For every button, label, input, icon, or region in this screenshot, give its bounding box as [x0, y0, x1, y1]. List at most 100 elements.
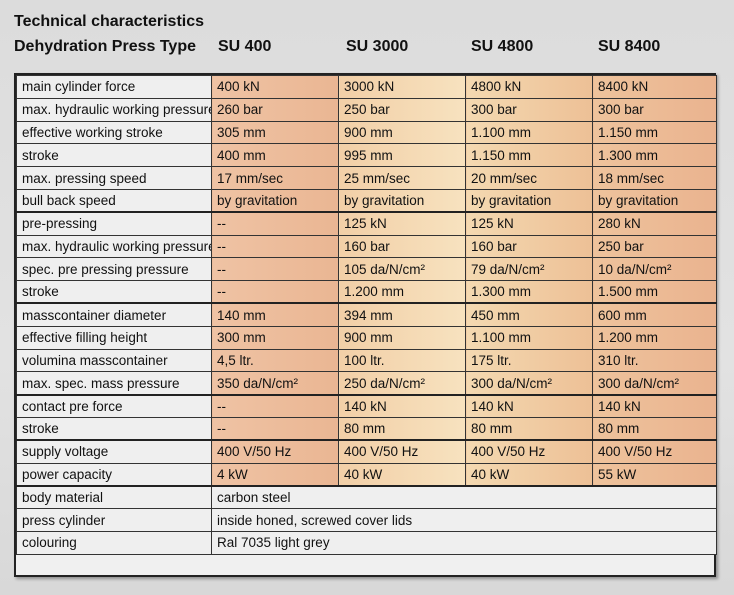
cell-value: --	[211, 211, 339, 236]
row-label: stroke	[16, 280, 212, 304]
table-row: stroke -- 80 mm 80 mm 80 mm	[16, 416, 717, 441]
cell-value: 250 da/N/cm²	[338, 371, 466, 396]
row-label: stroke	[16, 143, 212, 168]
row-label: stroke	[16, 416, 212, 441]
cell-value: 1.300 mm	[592, 143, 717, 168]
table-row: body material carbon steel	[16, 484, 717, 510]
row-label: spec. pre pressing pressure	[16, 257, 212, 282]
cell-value: 1.100 mm	[465, 325, 593, 350]
cell-value: 4800 kN	[465, 75, 593, 99]
cell-value: 140 kN	[465, 393, 593, 418]
cell-value: 400 V/50 Hz	[338, 439, 466, 464]
cell-value: 450 mm	[465, 302, 593, 327]
cell-value: 79 da/N/cm²	[465, 257, 593, 282]
row-label: max. hydraulic working pressure	[16, 97, 212, 122]
cell-value: 4 kW	[211, 462, 339, 487]
row-value: inside honed, screwed cover lids	[211, 508, 717, 532]
cell-value: 140 kN	[592, 393, 717, 418]
cell-value: 140 kN	[338, 393, 466, 418]
column-header-su8400: SU 8400	[598, 38, 661, 55]
table-row: max. spec. mass pressure 350 da/N/cm² 250 …	[16, 371, 717, 396]
row-label: max. hydraulic working pressure	[16, 234, 212, 259]
cell-value: 140 mm	[211, 302, 339, 327]
row-label: bull back speed	[16, 188, 212, 213]
row-label: pre-pressing	[16, 211, 212, 236]
cell-value: 80 mm	[592, 416, 717, 441]
row-label: max. pressing speed	[16, 166, 212, 190]
table-row: main cylinder force 400 kN 3000 kN 4800 kN 8…	[16, 75, 717, 99]
cell-value: 600 mm	[592, 302, 717, 327]
cell-value: by gravitation	[592, 188, 717, 213]
cell-value: 105 da/N/cm²	[338, 257, 466, 282]
cell-value: 400 mm	[211, 143, 339, 168]
table-row: bull back speed by gravitation by gravitat…	[16, 188, 717, 213]
document-title: Technical characteristics	[14, 13, 205, 30]
cell-value: 1.200 mm	[338, 280, 466, 304]
table-row: stroke 400 mm 995 mm 1.150 mm 1.300 mm	[16, 143, 717, 168]
spec-grid: main cylinder force 400 kN 3000 kN 4800 kN 8…	[16, 75, 717, 555]
cell-value: 300 da/N/cm²	[465, 371, 593, 396]
cell-value: 100 ltr.	[338, 348, 466, 373]
cell-value: 20 mm/sec	[465, 166, 593, 190]
cell-value: 900 mm	[338, 120, 466, 145]
row-value: Ral 7035 light grey	[211, 530, 717, 555]
row-label: contact pre force	[16, 393, 212, 418]
cell-value: 80 mm	[465, 416, 593, 441]
row-value: carbon steel	[211, 484, 717, 510]
cell-value: 350 da/N/cm²	[211, 371, 339, 396]
cell-value: 1.200 mm	[592, 325, 717, 350]
cell-value: by gravitation	[465, 188, 593, 213]
cell-value: 40 kW	[465, 462, 593, 487]
cell-value: 17 mm/sec	[211, 166, 339, 190]
row-label: press cylinder	[16, 508, 212, 532]
table-row: stroke -- 1.200 mm 1.300 mm 1.500 mm	[16, 280, 717, 304]
cell-value: 8400 kN	[592, 75, 717, 99]
cell-value: 280 kN	[592, 211, 717, 236]
table-row: colouring Ral 7035 light grey	[16, 530, 717, 555]
cell-value: 80 mm	[338, 416, 466, 441]
cell-value: 900 mm	[338, 325, 466, 350]
cell-value: 125 kN	[338, 211, 466, 236]
row-label: main cylinder force	[16, 75, 212, 99]
cell-value: 300 bar	[465, 97, 593, 122]
table-row: max. hydraulic working pressure 260 bar 25…	[16, 97, 717, 122]
table-row: masscontainer diameter 140 mm 394 mm 450 mm…	[16, 302, 717, 327]
cell-value: --	[211, 280, 339, 304]
column-header-su4800: SU 4800	[471, 38, 534, 55]
document-subtitle: Dehydration Press Type	[14, 38, 196, 55]
cell-value: 25 mm/sec	[338, 166, 466, 190]
cell-value: 175 ltr.	[465, 348, 593, 373]
cell-value: 1.300 mm	[465, 280, 593, 304]
row-label: masscontainer diameter	[16, 302, 212, 327]
spec-table: main cylinder force 400 kN 3000 kN 4800 kN 8…	[14, 73, 717, 577]
row-label: supply voltage	[16, 439, 212, 464]
cell-value: --	[211, 234, 339, 259]
cell-value: 125 kN	[465, 211, 593, 236]
cell-value: 310 ltr.	[592, 348, 717, 373]
cell-value: 18 mm/sec	[592, 166, 717, 190]
cell-value: 10 da/N/cm²	[592, 257, 717, 282]
cell-value: 250 bar	[592, 234, 717, 259]
cell-value: 1.150 mm	[592, 120, 717, 145]
cell-value: --	[211, 416, 339, 441]
cell-value: 400 kN	[211, 75, 339, 99]
cell-value: 55 kW	[592, 462, 717, 487]
table-row: power capacity 4 kW 40 kW 40 kW 55 kW	[16, 462, 717, 487]
cell-value: 300 mm	[211, 325, 339, 350]
cell-value: --	[211, 257, 339, 282]
column-header-su3000: SU 3000	[346, 38, 409, 55]
cell-value: 400 V/50 Hz	[592, 439, 717, 464]
row-label: volumina masscontainer	[16, 348, 212, 373]
cell-value: 160 bar	[338, 234, 466, 259]
row-label: max. spec. mass pressure	[16, 371, 212, 396]
cell-value: 1.100 mm	[465, 120, 593, 145]
row-label: colouring	[16, 530, 212, 555]
table-row: supply voltage 400 V/50 Hz 400 V/50 Hz 400 …	[16, 439, 717, 464]
cell-value: 400 V/50 Hz	[211, 439, 339, 464]
cell-value: 260 bar	[211, 97, 339, 122]
cell-value: 250 bar	[338, 97, 466, 122]
table-row: pre-pressing -- 125 kN 125 kN 280 kN	[16, 211, 717, 236]
cell-value: 300 da/N/cm²	[592, 371, 717, 396]
cell-value: 1.150 mm	[465, 143, 593, 168]
cell-value: 3000 kN	[338, 75, 466, 99]
